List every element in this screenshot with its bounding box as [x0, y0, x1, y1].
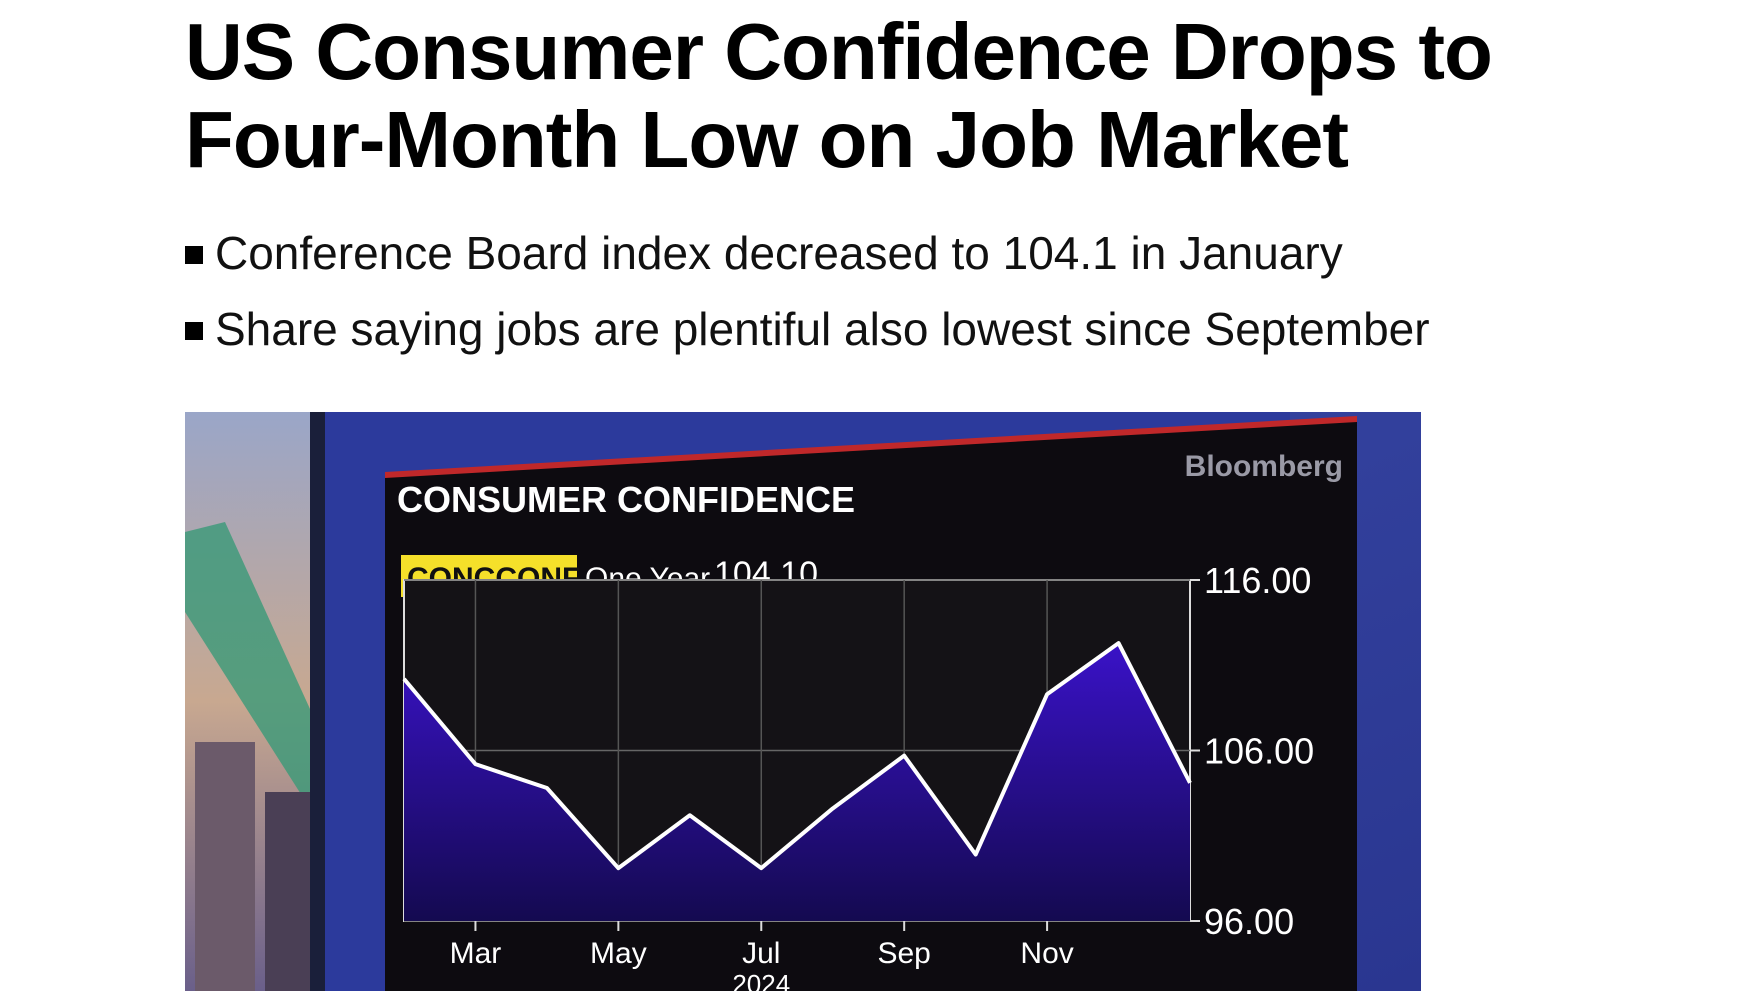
- x-tick-label: Sep: [877, 937, 930, 970]
- area: [404, 643, 1190, 921]
- headline-line: Four-Month Low on Job Market: [185, 95, 1349, 184]
- red-rule: [385, 416, 1357, 478]
- x-sublabel: 2024: [732, 969, 790, 991]
- bullets: Conference Board index decreased to 104.…: [185, 215, 1430, 367]
- source: Bloomberg: [1185, 450, 1343, 483]
- x-tick-label: Nov: [1020, 937, 1073, 970]
- y-tick-label: 116.00: [1204, 560, 1311, 601]
- frame: [310, 412, 325, 991]
- headline-line: US Consumer Confidence Drops to: [185, 7, 1493, 96]
- green-band: [185, 522, 325, 832]
- y-tick-label: 106.00: [1204, 731, 1314, 772]
- x-tick-label: Mar: [450, 937, 502, 970]
- building: [195, 742, 255, 991]
- chart-title: CONSUMER CONFIDENCE: [397, 479, 855, 520]
- x-tick-label: Jul: [742, 937, 780, 970]
- bullet: Share saying jobs are plentiful also low…: [185, 291, 1430, 367]
- chart-image: CONSUMER CONFIDENCE Bloomberg CONCCONF O…: [185, 412, 1421, 991]
- x-tick-label: May: [590, 937, 647, 970]
- building: [265, 792, 310, 991]
- bullet: Conference Board index decreased to 104.…: [185, 215, 1430, 291]
- line: [402, 641, 1192, 871]
- y-tick-label: 96.00: [1204, 901, 1294, 942]
- headline: US Consumer Confidence Drops to Four-Mon…: [185, 7, 1493, 184]
